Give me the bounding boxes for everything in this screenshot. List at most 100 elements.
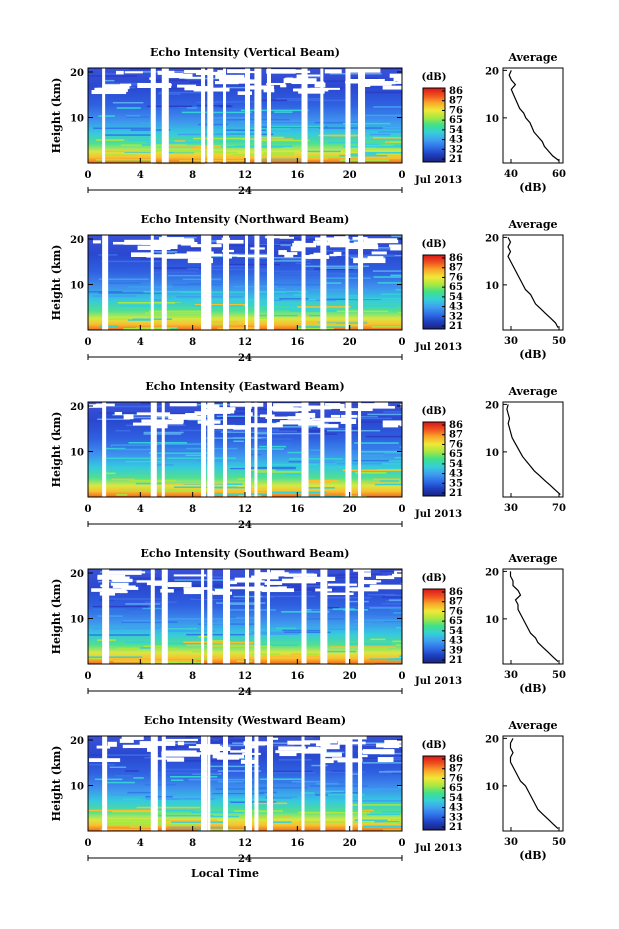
intensity-streak <box>202 493 267 495</box>
data-gap <box>320 569 328 664</box>
y-tick-label: 20 <box>70 569 84 580</box>
colorbar-tick-label: 43 <box>449 636 463 647</box>
intensity-streak <box>185 86 256 89</box>
data-gap <box>150 569 155 664</box>
intensity-streak <box>160 412 193 415</box>
intensity-streak <box>161 151 195 154</box>
intensity-streak <box>128 139 159 141</box>
colorbar <box>422 421 446 497</box>
intensity-streak <box>164 483 226 485</box>
data-gap <box>161 235 167 330</box>
intensity-streak <box>318 239 389 242</box>
missing-data <box>285 77 293 81</box>
average-profile-line <box>508 70 560 162</box>
missing-data <box>165 73 193 79</box>
intensity-streak <box>111 470 135 473</box>
intensity-streak <box>256 471 302 473</box>
data-gap <box>207 736 211 831</box>
intensity-streak <box>151 819 218 822</box>
intensity-streak <box>319 127 383 129</box>
intensity-streak <box>378 771 402 773</box>
intensity-streak <box>388 460 402 462</box>
intensity-streak <box>179 159 249 162</box>
data-gap <box>245 235 248 330</box>
x-tick-label: 0 <box>85 838 92 849</box>
data-gap <box>245 569 249 664</box>
missing-data <box>177 84 197 88</box>
intensity-streak <box>180 291 245 293</box>
intensity-streak <box>172 283 222 286</box>
missing-data <box>323 744 340 750</box>
intensity-streak <box>363 790 383 792</box>
intensity-streak <box>231 430 298 432</box>
intensity-streak <box>354 619 402 622</box>
intensity-streak <box>105 154 138 156</box>
colorbar-tick-label: 65 <box>449 282 463 293</box>
average-x-tick-label: 30 <box>504 837 518 848</box>
missing-data <box>187 258 213 264</box>
intensity-streak <box>189 247 201 250</box>
intensity-streak <box>117 302 182 304</box>
average-x-tick-label: 50 <box>552 336 566 347</box>
intensity-streak <box>321 576 367 579</box>
intensity-streak <box>274 796 298 798</box>
intensity-streak <box>373 276 402 278</box>
intensity-streak <box>260 270 319 273</box>
x-tick-label: 12 <box>238 337 252 348</box>
missing-data <box>230 580 237 585</box>
intensity-streak <box>362 788 402 790</box>
intensity-streak <box>187 419 226 421</box>
intensity-streak <box>377 282 402 284</box>
missing-data <box>251 575 279 580</box>
colorbar-tick-label: 21 <box>449 655 463 666</box>
intensity-streak <box>316 783 339 785</box>
intensity-streak <box>336 462 395 465</box>
intensity-streak <box>172 151 225 153</box>
intensity-streak <box>231 154 294 156</box>
colorbar-unit: (dB) <box>422 573 447 584</box>
missing-data <box>119 590 128 594</box>
colorbar-tick-label: 86 <box>449 587 463 598</box>
missing-data <box>379 749 395 755</box>
intensity-streak <box>167 618 225 620</box>
intensity-streak <box>126 116 149 118</box>
intensity-streak <box>399 655 402 657</box>
missing-data <box>320 736 335 742</box>
x-tick-label: 0 <box>85 671 92 682</box>
intensity-streak <box>163 145 228 147</box>
missing-data <box>287 416 310 420</box>
intensity-streak <box>302 265 369 268</box>
intensity-streak <box>262 655 324 657</box>
colorbar-tick-label: 21 <box>449 822 463 833</box>
intensity-streak <box>269 463 319 466</box>
colorbar <box>422 87 446 163</box>
intensity-streak <box>122 798 140 800</box>
intensity-streak <box>190 598 249 601</box>
intensity-streak <box>339 254 395 256</box>
intensity-streak <box>125 603 161 605</box>
intensity-streak <box>340 613 389 615</box>
average-x-tick-label: 40 <box>504 169 518 180</box>
missing-data <box>265 235 290 239</box>
intensity-streak <box>186 644 254 647</box>
average-y-tick-label: 10 <box>485 782 499 793</box>
intensity-streak <box>193 737 209 739</box>
average-x-tick-label: 60 <box>552 169 566 180</box>
intensity-streak <box>124 626 189 628</box>
missing-data <box>186 251 214 256</box>
missing-data <box>287 69 307 72</box>
intensity-streak <box>395 644 402 646</box>
missing-data <box>314 82 326 88</box>
intensity-streak <box>217 770 261 772</box>
intensity-streak <box>319 792 352 795</box>
intensity-streak <box>146 105 193 108</box>
intensity-streak <box>191 811 244 814</box>
intensity-streak <box>228 253 274 255</box>
missing-data <box>345 587 359 591</box>
intensity-streak <box>187 268 200 270</box>
intensity-streak <box>362 762 386 764</box>
x-tick-label: 0 <box>85 170 92 181</box>
panel-title: Echo Intensity (Northward Beam) <box>141 213 350 226</box>
intensity-streak <box>92 605 149 608</box>
average-y-tick-label: 20 <box>485 567 499 578</box>
